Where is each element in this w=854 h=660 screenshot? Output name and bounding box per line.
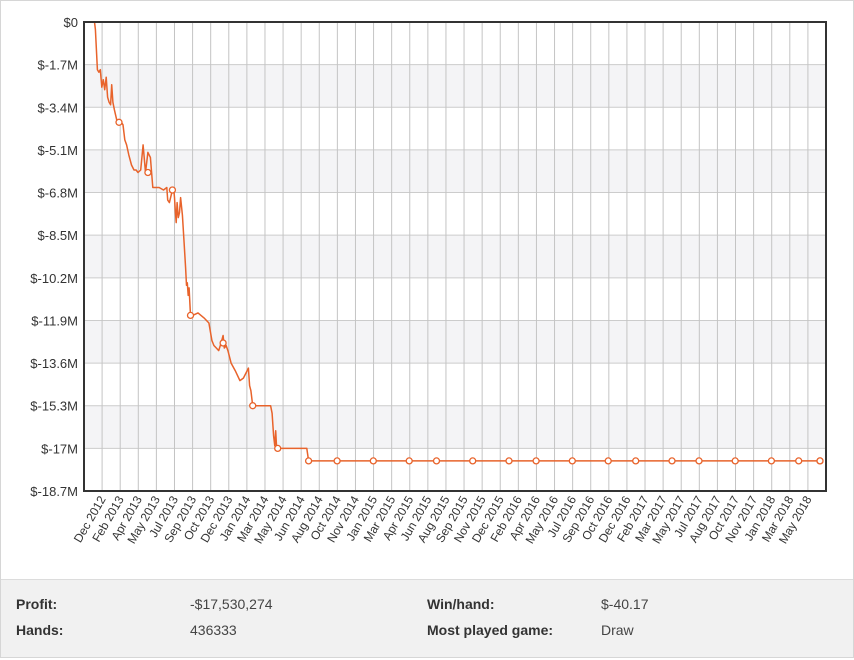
y-tick-label: $-5.1M [38,143,78,158]
data-point-marker[interactable] [695,457,703,465]
y-tick-label: $-8.5M [38,228,78,243]
most-played-game-label: Most played game: [427,622,554,638]
win-per-hand-label: Win/hand: [427,596,495,612]
hands-label: Hands: [16,622,64,638]
data-point-marker[interactable] [668,457,676,465]
data-point-marker[interactable] [168,186,177,194]
data-point-marker[interactable] [249,402,257,410]
grid-band [84,448,826,491]
data-point-marker[interactable] [795,457,803,465]
data-point-marker[interactable] [115,118,123,126]
y-tick-label: $0 [64,15,78,30]
y-tick-label: $-13.6M [30,356,78,371]
data-point-marker[interactable] [568,457,576,465]
y-tick-label: $-11.9M [31,313,78,328]
profit-value: -$17,530,274 [190,596,273,612]
y-tick-label: $-18.7M [30,484,78,499]
data-point-marker[interactable] [731,457,739,465]
win-per-hand-value: $-40.17 [601,596,649,612]
profit-chart: $0 $-1.7M $-3.4M $-5.1M $-6.8M $-8.5M $-10.2M $… [30,15,827,546]
data-point-marker[interactable] [219,339,227,347]
hands-value: 436333 [190,622,237,638]
y-tick-label: $-15.3M [30,399,78,414]
y-tick-label: $-17M [41,441,78,456]
grid-band [84,192,826,236]
marker-layer [115,118,824,465]
data-point-marker[interactable] [186,311,195,320]
data-point-marker[interactable] [144,168,152,177]
grid-band [84,405,826,449]
data-point-marker[interactable] [405,457,413,465]
data-point-marker[interactable] [816,457,824,465]
data-point-marker[interactable] [532,457,540,465]
y-tick-label: $-10.2M [30,271,78,286]
grid-band [84,64,826,108]
grid-band [84,22,826,65]
grid-band [84,277,826,321]
plot-border [83,21,827,492]
most-played-game-value: Draw [601,622,634,638]
data-point-marker[interactable] [767,457,776,465]
y-axis-labels: $0 $-1.7M $-3.4M $-5.1M $-6.8M $-8.5M $-10.2M $… [30,15,78,499]
stats-panel: Profit: -$17,530,274 Win/hand: $-40.17 H… [1,579,853,657]
grid-lines [84,21,826,492]
grid-band [84,320,826,364]
data-point-marker[interactable] [469,457,477,465]
data-point-marker[interactable] [333,457,341,465]
profit-label: Profit: [16,596,58,612]
data-point-marker[interactable] [604,457,612,465]
data-point-marker[interactable] [632,457,640,465]
grid-band [84,149,826,193]
data-point-marker[interactable] [432,457,441,465]
y-tick-label: $-6.8M [38,186,78,201]
data-point-marker[interactable] [274,444,282,453]
data-point-marker[interactable] [369,457,377,465]
grid-band [84,235,826,278]
grid-band [84,107,826,150]
data-point-marker[interactable] [304,457,313,465]
y-tick-label: $-1.7M [38,58,78,73]
y-tick-label: $-3.4M [38,100,78,115]
plot-background [84,22,826,491]
data-point-marker[interactable] [505,457,513,465]
grid-band [84,363,826,406]
